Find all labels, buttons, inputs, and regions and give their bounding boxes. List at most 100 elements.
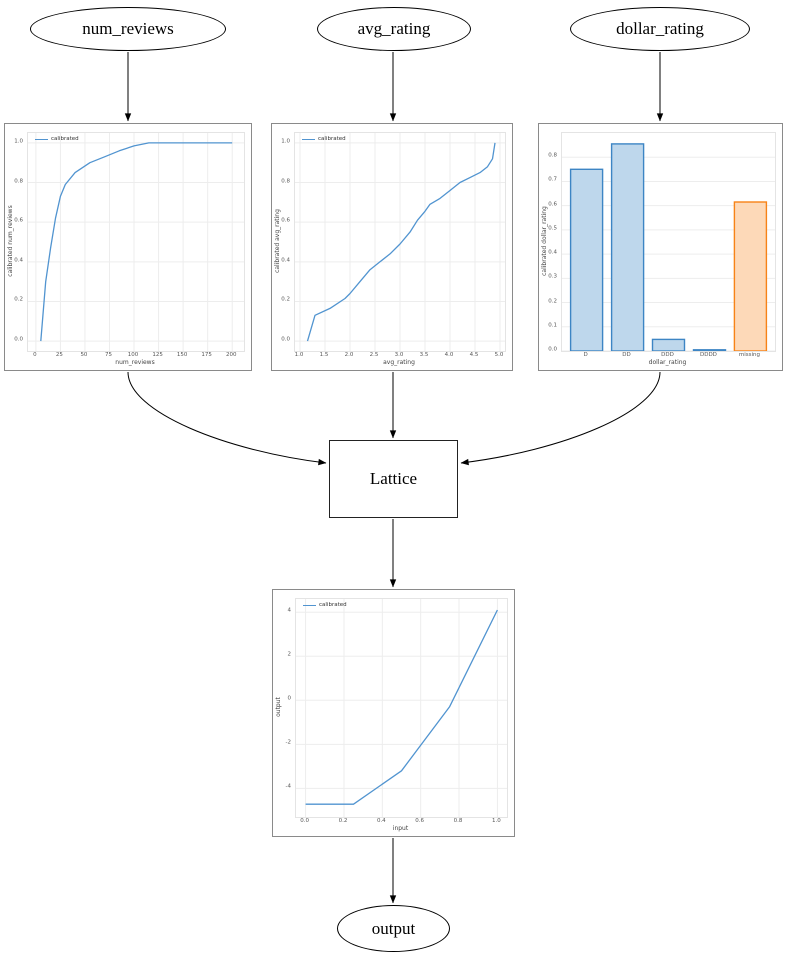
x-tick-label: 3.0 xyxy=(394,352,404,358)
x-tick-label: 0.4 xyxy=(376,818,386,824)
node-output: output xyxy=(337,905,450,952)
y-axis-label: output xyxy=(275,697,282,717)
bar-DDD xyxy=(651,338,686,351)
legend-label: calibrated xyxy=(318,136,346,142)
x-tick-label: 1.0 xyxy=(492,818,501,824)
y-tick-label: 0.6 xyxy=(14,217,23,224)
x-tick-label: 3.5 xyxy=(419,352,429,358)
x-tick-label: 150 xyxy=(176,352,188,358)
chart-calibrator-num-reviews: 0 25 50 75 100 125 150 175 200 0.0 0.2 0.4 0.6 0.8 1.0… xyxy=(4,123,252,371)
bar-DDDD xyxy=(692,349,727,351)
x-tick-label: DDDD xyxy=(699,352,717,358)
bar-missing xyxy=(733,201,768,351)
y-tick-label: 0.4 xyxy=(281,257,290,264)
x-tick-label: 2.0 xyxy=(344,352,354,358)
legend: calibrated xyxy=(302,136,346,143)
bar-D xyxy=(569,168,604,351)
plot-area xyxy=(561,132,776,352)
y-axis-label: calibrated avg_rating xyxy=(274,209,281,273)
y-tick-label: 0.3 xyxy=(548,273,557,280)
x-axis-label: avg_rating xyxy=(383,359,415,366)
x-tick-label: 75 xyxy=(104,352,112,358)
plot-area xyxy=(27,132,245,352)
x-tick-label: 1.0 xyxy=(294,352,304,358)
node-dollar-rating-label: dollar_rating xyxy=(616,19,704,38)
calibration-curve xyxy=(305,609,498,805)
x-tick-label: 4.0 xyxy=(444,352,454,358)
y-tick-label: -4 xyxy=(285,783,291,790)
y-tick-label: 0.8 xyxy=(281,177,290,184)
node-num-reviews-label: num_reviews xyxy=(82,19,174,38)
legend-label: calibrated xyxy=(51,136,79,142)
x-tick-label: DDD xyxy=(661,352,674,358)
chart-calibrator-dollar-rating: D DD DDD DDDD missing 0.0 0.1 0.2 0.3 0.4 0.5 0.6 0.… xyxy=(538,123,783,371)
y-tick-label: 0.8 xyxy=(14,177,23,184)
y-tick-label: 0.6 xyxy=(281,217,290,224)
y-tick-label: 0.8 xyxy=(548,152,557,159)
y-tick-label: 1.0 xyxy=(281,138,290,145)
legend: calibrated xyxy=(35,136,79,143)
node-lattice: Lattice xyxy=(329,440,458,518)
y-tick-label: 4 xyxy=(287,607,292,614)
x-axis-label: input xyxy=(392,825,409,832)
y-tick-label: 0.1 xyxy=(548,322,557,329)
node-num-reviews: num_reviews xyxy=(30,7,226,51)
node-avg-rating-label: avg_rating xyxy=(357,19,431,38)
y-tick-label: 0.2 xyxy=(548,297,557,304)
x-tick-label: 0 xyxy=(33,352,37,358)
y-tick-label: 0.0 xyxy=(548,346,557,353)
y-tick-label: 0.0 xyxy=(281,336,290,343)
calibration-curve xyxy=(306,142,496,342)
x-tick-label: 5.0 xyxy=(494,352,504,358)
x-tick-label: D xyxy=(583,352,588,358)
x-tick-label: 125 xyxy=(152,352,163,358)
legend-line-sample xyxy=(302,139,315,141)
x-tick-label: 175 xyxy=(201,352,212,358)
y-tick-label: 2 xyxy=(287,651,292,658)
y-axis-label: calibrated num_reviews xyxy=(7,205,14,277)
x-tick-label: DD xyxy=(622,352,631,358)
y-tick-label: 0.6 xyxy=(548,200,557,207)
legend-label: calibrated xyxy=(319,602,347,608)
legend-line-sample xyxy=(35,139,48,141)
y-tick-label: -2 xyxy=(285,739,291,746)
node-avg-rating: avg_rating xyxy=(317,7,471,51)
x-tick-label: 0.0 xyxy=(300,818,309,824)
plot-area xyxy=(295,598,508,818)
y-tick-label: 0.2 xyxy=(14,296,23,303)
y-axis-label: calibrated dollar_rating xyxy=(541,206,548,276)
x-tick-label: 4.5 xyxy=(469,352,479,358)
node-lattice-label: Lattice xyxy=(369,469,418,488)
edge-cal-dollar-rating-to-lattice xyxy=(460,371,661,466)
chart-output-calibrator: 0.0 0.2 0.4 0.6 0.8 1.0 -4 -2 0 2 4 input output cali… xyxy=(272,589,515,837)
edge-cal-num-reviews-to-lattice xyxy=(127,371,327,466)
y-tick-label: 0.4 xyxy=(14,257,23,264)
x-axis-label: dollar_rating xyxy=(648,359,687,366)
y-tick-label: 0 xyxy=(287,695,292,702)
legend-line-sample xyxy=(303,605,316,607)
y-tick-label: 0.7 xyxy=(548,176,557,183)
y-tick-label: 0.5 xyxy=(548,225,557,232)
chart-calibrator-avg-rating: 1.0 1.5 2.0 2.5 3.0 3.5 4.0 4.5 5.0 0.0 0.2 0.4 0.6 0… xyxy=(271,123,513,371)
bar-DD xyxy=(610,143,645,351)
x-tick-label: 2.5 xyxy=(369,352,379,358)
y-tick-label: 0.2 xyxy=(281,296,290,303)
x-tick-label: 1.5 xyxy=(319,352,329,358)
plot-area xyxy=(294,132,506,352)
x-tick-label: 200 xyxy=(225,352,237,358)
y-tick-label: 1.0 xyxy=(14,138,23,145)
x-tick-label: 50 xyxy=(80,352,88,358)
x-axis-label: num_reviews xyxy=(115,359,155,366)
node-dollar-rating: dollar_rating xyxy=(570,7,750,51)
y-tick-label: 0.4 xyxy=(548,249,557,256)
x-tick-label: 0.6 xyxy=(415,818,425,824)
calibration-curve xyxy=(40,142,233,342)
y-tick-label: 0.0 xyxy=(14,336,23,343)
x-tick-label: 25 xyxy=(55,352,63,358)
node-output-label: output xyxy=(371,918,416,938)
x-tick-label: 0.2 xyxy=(338,818,348,824)
x-tick-label: missing xyxy=(738,352,760,358)
x-tick-label: 0.8 xyxy=(453,818,463,824)
x-tick-label: 100 xyxy=(127,352,139,358)
